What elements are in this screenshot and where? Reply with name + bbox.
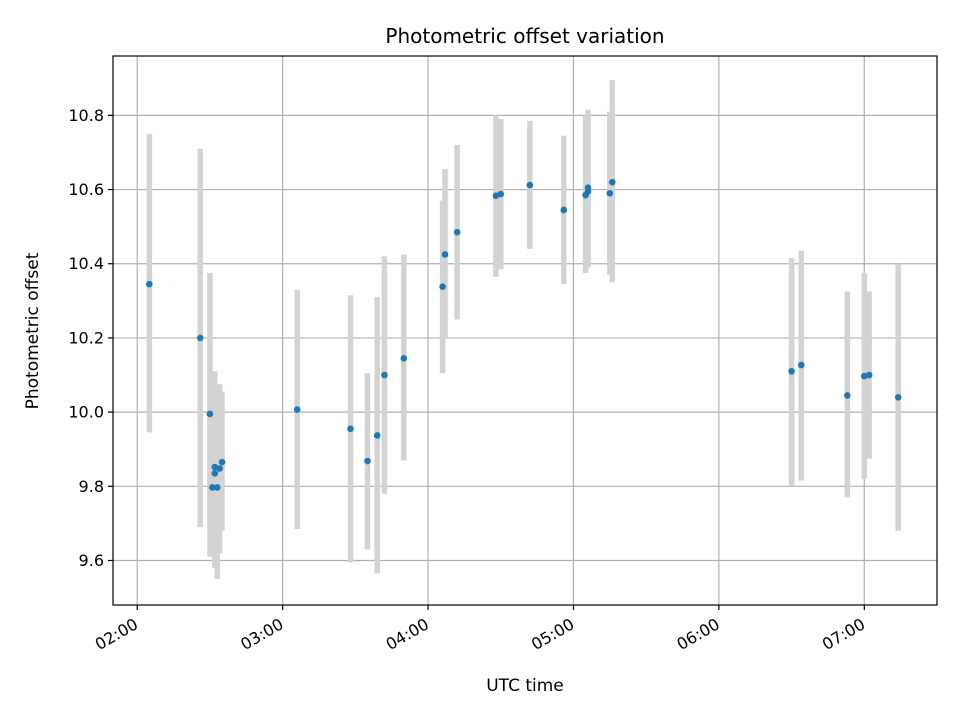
data-points [146,178,902,491]
data-point [400,355,408,362]
x-axis-label: UTC time [486,676,564,696]
data-point [209,484,216,491]
grid [113,56,937,605]
data-point [196,334,204,342]
data-point [373,432,381,439]
data-point [453,228,461,236]
data-point [211,470,219,477]
y-tick-label: 9.6 [79,551,104,570]
y-tick-label: 10.4 [68,254,104,273]
data-point [497,190,505,198]
y-tick-label: 10.0 [68,403,104,422]
x-tick-label: 04:00 [383,614,432,654]
error-bars [146,80,901,580]
data-point [844,392,851,399]
data-point [560,206,568,214]
x-tick-label: 05:00 [528,614,577,654]
data-point [293,406,301,413]
x-tick-label: 07:00 [819,614,868,654]
data-point [788,368,795,375]
data-point [206,410,214,418]
x-axis-ticks: 02:00 03:00 04:00 05:00 06:00 07:00 [92,605,868,654]
y-tick-label: 9.8 [79,477,104,496]
data-point [797,361,805,369]
x-tick-label: 06:00 [673,614,722,654]
data-point [364,457,371,465]
data-point [218,458,226,466]
x-tick-label: 02:00 [92,614,141,654]
data-point [146,280,153,288]
data-point [584,188,592,195]
data-point [606,189,614,197]
data-point [865,371,873,379]
x-tick-label: 03:00 [237,614,286,654]
data-point [441,251,449,258]
y-tick-label: 10.6 [68,180,104,199]
data-point [526,181,534,189]
data-point [347,425,354,433]
data-point [216,465,223,472]
y-axis-label: Photometric offset [23,252,43,409]
chart-title: Photometric offset variation [385,24,664,48]
data-point [894,393,902,401]
plot-frame [112,55,938,606]
data-point [381,371,388,379]
y-axis-ticks: 9.6 9.8 10.0 10.2 10.4 10.6 10.8 [68,106,113,570]
data-point [439,283,446,291]
y-tick-label: 10.2 [68,328,104,347]
data-point [608,178,616,186]
data-point [213,484,221,491]
y-tick-label: 10.8 [68,106,104,125]
